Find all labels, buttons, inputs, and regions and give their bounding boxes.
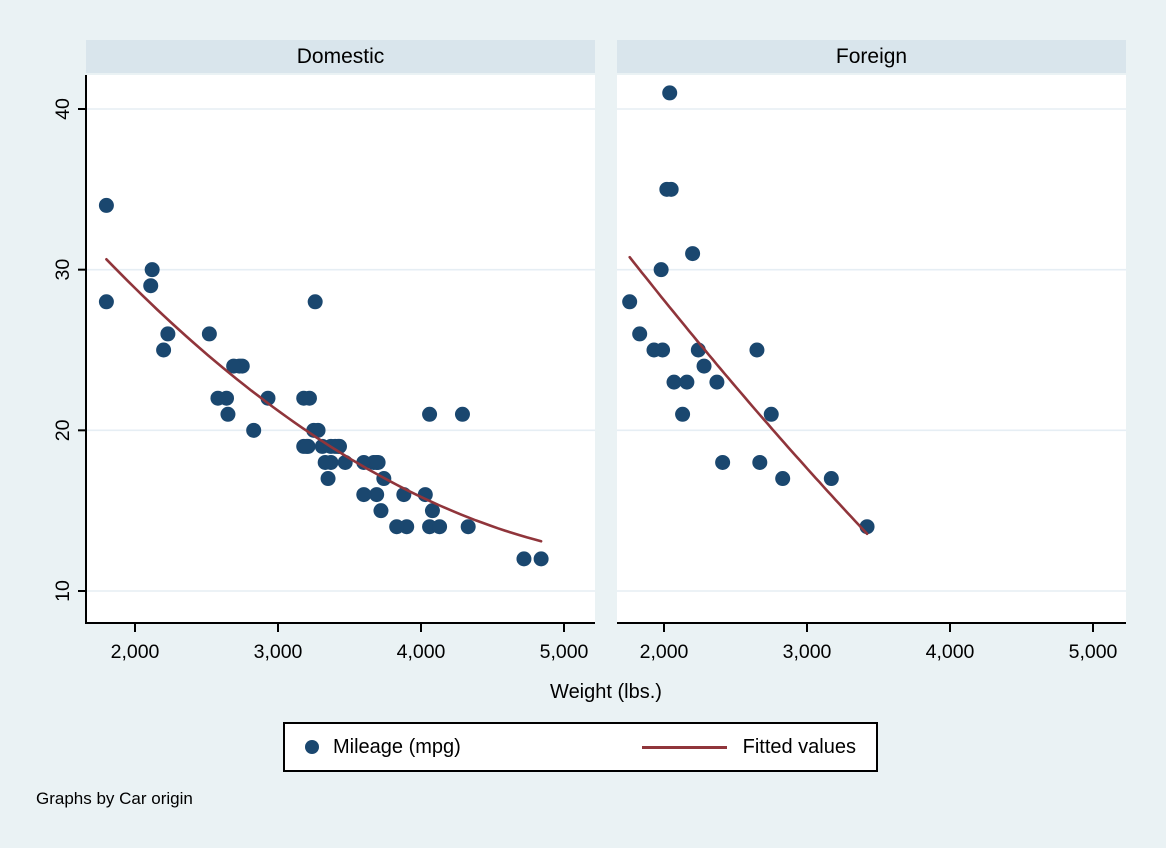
x-tick-label: 4,000: [397, 641, 446, 663]
y-tick-label: 30: [52, 259, 74, 281]
y-tick-label: 20: [52, 419, 74, 441]
scatter-point: [373, 503, 389, 519]
legend-label-mileage: Mileage (mpg): [333, 735, 461, 758]
scatter-point: [632, 326, 648, 342]
scatter-point: [98, 197, 114, 213]
scatter-point: [356, 487, 372, 503]
scatter-point: [675, 406, 691, 422]
scatter-point: [685, 246, 701, 262]
fit-line-swatch: [641, 745, 727, 749]
x-tick-label: 4,000: [926, 641, 975, 663]
scatter-point: [823, 471, 839, 487]
scatter-point: [666, 374, 682, 390]
scatter-point: [752, 454, 768, 470]
scatter-point: [516, 551, 532, 567]
fit-curve-domestic: [105, 258, 543, 543]
x-tick-label: 2,000: [640, 641, 689, 663]
scatter-point: [775, 471, 791, 487]
x-tick-label: 3,000: [783, 641, 832, 663]
scatter-point: [655, 342, 671, 358]
scatter-point: [356, 454, 372, 470]
scatter-point: [301, 390, 317, 406]
scatter-point: [454, 406, 470, 422]
scatter-point: [749, 342, 765, 358]
scatter-point: [663, 181, 679, 197]
scatter-marker-swatch: [305, 740, 319, 754]
scatter-point: [226, 358, 242, 374]
scatter-point: [709, 374, 725, 390]
x-tick-label: 5,000: [1069, 641, 1118, 663]
scatter-point: [317, 454, 333, 470]
panel-title-domestic: Domestic: [296, 45, 385, 68]
legend-label-fitted: Fitted values: [742, 735, 856, 758]
scatter-point: [679, 374, 695, 390]
scatter-point: [460, 519, 476, 535]
scatter-point: [424, 503, 440, 519]
scatter-point: [156, 342, 172, 358]
scatter-point: [144, 262, 160, 278]
scatter-point: [310, 422, 326, 438]
scatter-point: [299, 438, 315, 454]
panel-title-foreign: Foreign: [835, 45, 908, 68]
scatter-point: [210, 390, 226, 406]
scatter-point: [143, 278, 159, 294]
panel-strip-domestic: Domestic: [86, 40, 595, 73]
scatter-point: [369, 487, 385, 503]
scatter-point: [432, 519, 448, 535]
scatter-point: [763, 406, 779, 422]
y-tick-label: 10: [52, 580, 74, 602]
legend-entry-fitted: Fitted values: [641, 735, 856, 759]
x-tick-label: 2,000: [111, 641, 160, 663]
figure-note: Graphs by Car origin: [36, 789, 193, 808]
scatter-point: [389, 519, 405, 535]
x-axis-title: Weight (lbs.): [550, 681, 662, 703]
fit-curve-foreign: [628, 255, 869, 536]
scatter-point: [715, 454, 731, 470]
scatter-point: [246, 422, 262, 438]
scatter-point: [160, 326, 176, 342]
scatter-point: [622, 294, 638, 310]
scatter-point: [662, 85, 678, 101]
scatter-point: [201, 326, 217, 342]
legend-box: Mileage (mpg) Fitted values: [283, 722, 878, 772]
legend-entry-mileage: Mileage (mpg): [305, 736, 461, 759]
x-tick-label: 5,000: [540, 641, 589, 663]
scatter-point: [696, 358, 712, 374]
scatter-point: [220, 406, 236, 422]
scatter-point: [653, 262, 669, 278]
panel-strip-foreign: Foreign: [617, 40, 1126, 73]
scatter-point: [370, 454, 386, 470]
scatter-point: [422, 406, 438, 422]
scatter-point: [307, 294, 323, 310]
scatter-point: [320, 471, 336, 487]
scatter-point: [533, 551, 549, 567]
x-tick-label: 3,000: [254, 641, 303, 663]
y-tick-label: 40: [52, 98, 74, 120]
scatter-point: [98, 294, 114, 310]
